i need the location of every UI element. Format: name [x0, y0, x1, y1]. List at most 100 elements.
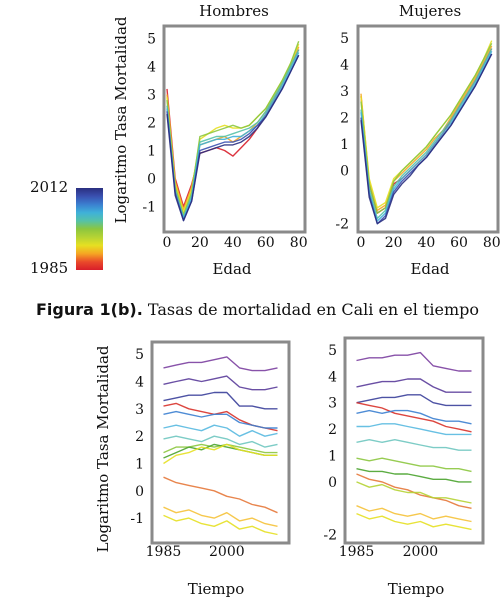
- colorbar-max-label: 2012: [30, 178, 68, 196]
- y-tick-label: 3: [135, 402, 144, 418]
- y-tick-label: 3: [328, 396, 337, 412]
- series-line-7: [356, 457, 472, 473]
- series-line-5: [163, 424, 278, 437]
- y-tick-label: 1: [147, 144, 156, 160]
- series-line-6: [163, 435, 278, 448]
- colorbar: 2012 1985: [30, 178, 103, 277]
- y-tick-label: 0: [340, 164, 349, 180]
- series-line-10: [163, 476, 278, 514]
- series-lines: [166, 40, 300, 222]
- x-axis-title: Tiempo: [388, 580, 445, 598]
- series-lines: [360, 40, 493, 225]
- y-tick-label: 5: [328, 343, 337, 359]
- series-line-1: [163, 375, 278, 391]
- x-tick-label: 0: [163, 235, 172, 251]
- series-line-11: [163, 506, 278, 527]
- tick-labels: -2 0 1 2 3 4 5 0 20 40 60 80: [335, 31, 500, 251]
- x-tick-label: 20: [191, 235, 209, 251]
- y-tick-label: 3: [147, 87, 156, 103]
- y-tick-label: 4: [135, 375, 144, 391]
- series-line-9: [163, 443, 278, 465]
- figure-caption: Figura 1(b). Tasas de mortalidad en Cali…: [36, 300, 503, 319]
- series-line-3: [356, 402, 472, 433]
- y-tick-label: 2: [340, 111, 349, 127]
- chart-panel-mujeres: Mujeres Edad -2 0 1 2 3 4 5 0 20 40 60 80: [335, 2, 500, 278]
- x-tick-label: 0: [357, 235, 366, 251]
- colorbar-gradient: [76, 188, 103, 270]
- series-lines: [356, 351, 472, 531]
- series-line-1: [360, 45, 493, 212]
- y-tick-label: 0: [147, 172, 156, 188]
- y-axis-title-bottom: Logaritmo Tasa Mortalidad: [94, 345, 112, 552]
- series-line-4: [166, 49, 300, 219]
- chart-title: Mujeres: [399, 2, 461, 20]
- series-line-5: [356, 423, 472, 436]
- y-tick-label: 2: [328, 422, 337, 438]
- series-line-0: [356, 351, 472, 372]
- series-line-5: [360, 50, 493, 222]
- y-tick-label: 1: [135, 456, 144, 472]
- chart-panel-tiempo-left: Tiempo -1 0 1 2 3 4 5 1985 2000: [130, 340, 291, 598]
- y-tick-label: -2: [335, 217, 349, 233]
- series-line-4: [163, 410, 278, 429]
- y-tick-label: 2: [135, 429, 144, 445]
- chart-panel-hombres: Hombres Edad -1 0 1 2 3 4 5 0 20 40 60 80: [142, 2, 307, 278]
- x-axis-title: Edad: [410, 260, 449, 278]
- colorbar-min-label: 1985: [30, 259, 68, 277]
- x-tick-label: 40: [417, 235, 435, 251]
- y-tick-label: 4: [340, 57, 349, 73]
- y-tick-label: 2: [147, 115, 156, 131]
- series-line-11: [356, 505, 472, 523]
- y-tick-label: 0: [135, 484, 144, 500]
- plot-frame: [356, 24, 500, 234]
- series-line-3: [166, 40, 300, 216]
- x-tick-label: 80: [290, 235, 308, 251]
- series-line-4: [356, 409, 472, 425]
- x-tick-label: 2000: [209, 544, 245, 560]
- series-lines: [163, 356, 278, 536]
- y-tick-label: 1: [340, 137, 349, 153]
- series-line-2: [163, 391, 278, 410]
- series-line-2: [356, 394, 472, 407]
- tick-labels: -2 0 1 2 3 4 5 1985 2000: [323, 343, 438, 560]
- x-tick-label: 60: [450, 235, 468, 251]
- tick-labels: -1 0 1 2 3 4 5 0 20 40 60 80: [142, 31, 307, 251]
- series-line-5: [166, 52, 300, 219]
- plot-frame: [162, 24, 307, 234]
- x-tick-label: 80: [483, 235, 501, 251]
- figure-caption-text: Tasas de mortalidad en Cali en el tiempo: [142, 300, 480, 319]
- figure-caption-label: Figura 1(b).: [36, 300, 143, 319]
- series-line-10: [356, 481, 472, 504]
- y-tick-label: 5: [135, 347, 144, 363]
- y-tick-label: 4: [328, 369, 337, 385]
- x-axis-title: Edad: [212, 260, 251, 278]
- y-tick-label: 5: [147, 31, 156, 47]
- x-tick-label: 40: [224, 235, 242, 251]
- x-tick-label: 2000: [403, 544, 439, 560]
- y-tick-label: -1: [142, 200, 156, 216]
- x-tick-label: 60: [257, 235, 275, 251]
- series-line-12: [356, 512, 472, 531]
- y-tick-label: 0: [328, 475, 337, 491]
- series-line-8: [356, 468, 472, 483]
- x-tick-label: 1985: [339, 544, 375, 560]
- y-tick-label: 1: [328, 449, 337, 465]
- x-axis-title: Tiempo: [188, 580, 245, 598]
- x-tick-label: 1985: [146, 544, 182, 560]
- y-tick-label: 3: [340, 84, 349, 100]
- series-line-3: [360, 42, 493, 214]
- series-line-1: [356, 378, 472, 393]
- plot-frame: [150, 340, 291, 545]
- series-line-4: [360, 48, 493, 220]
- y-axis-title-top: Logaritmo Tasa Mortalidad: [112, 16, 130, 223]
- x-tick-label: 20: [385, 235, 403, 251]
- series-line-6: [356, 439, 472, 451]
- y-tick-label: 5: [340, 31, 349, 47]
- y-tick-label: -2: [323, 528, 337, 544]
- y-tick-label: 4: [147, 59, 156, 75]
- chart-title: Hombres: [199, 2, 269, 20]
- series-line-7: [360, 53, 493, 225]
- tick-labels: -1 0 1 2 3 4 5 1985 2000: [130, 347, 244, 560]
- y-tick-label: -1: [130, 511, 144, 527]
